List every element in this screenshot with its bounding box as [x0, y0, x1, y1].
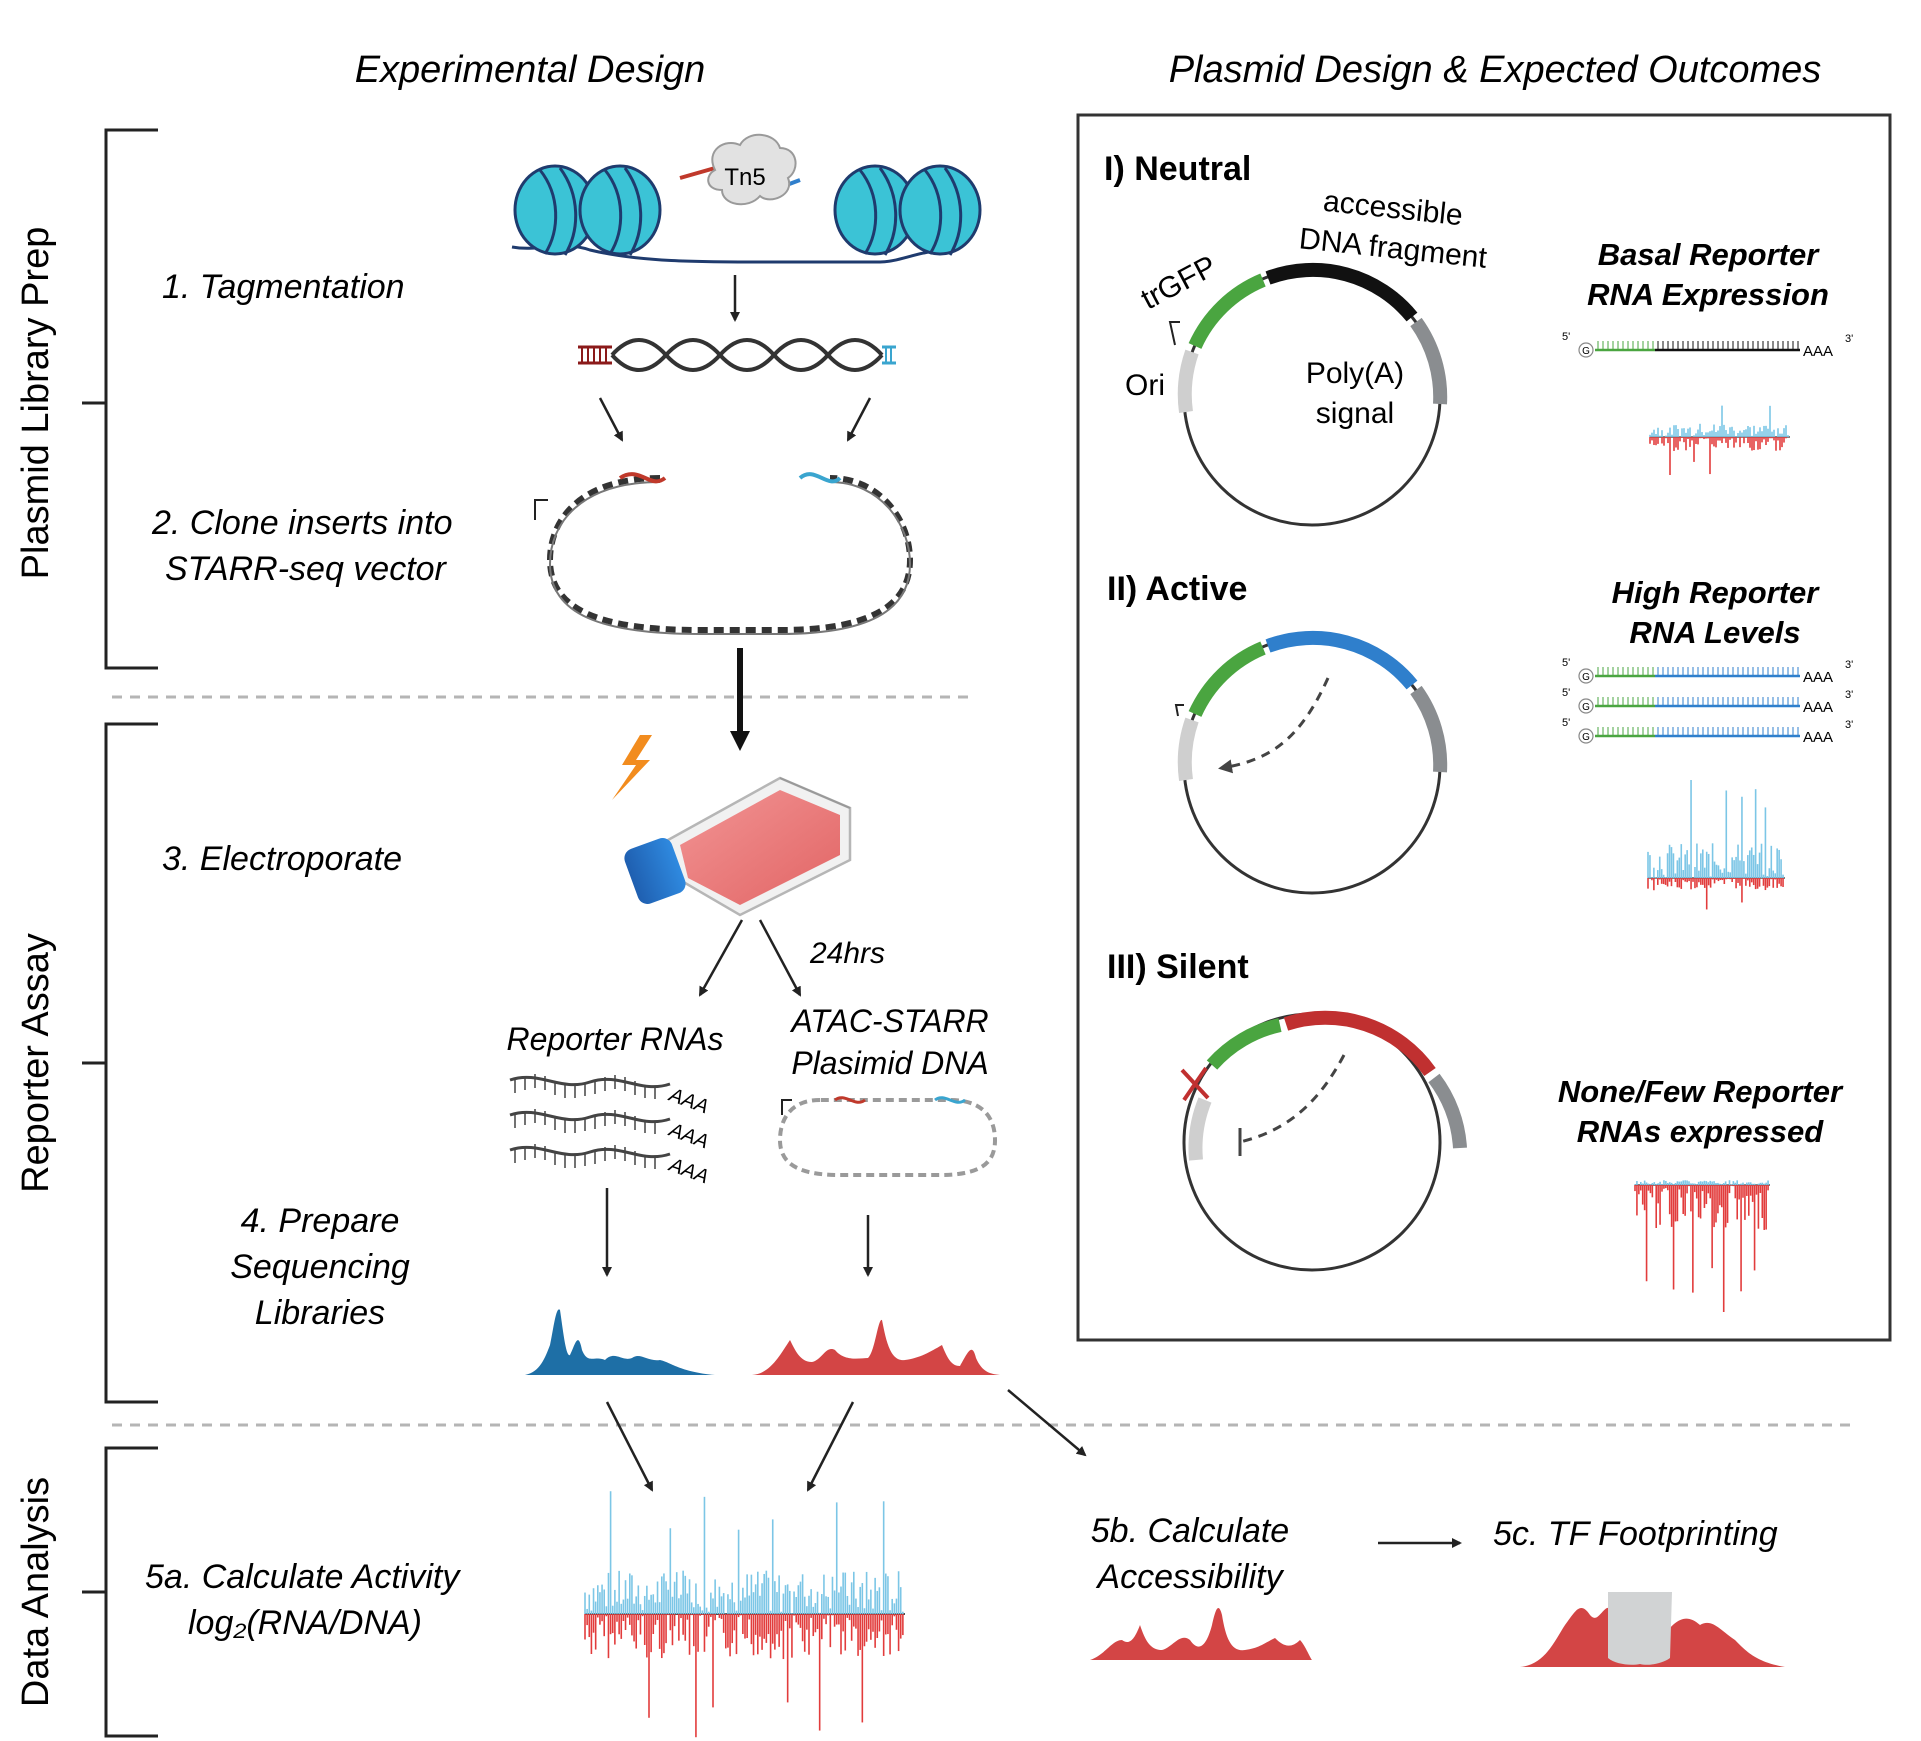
arrow-dna-to-5b	[1007, 1389, 1087, 1457]
tn5-enzyme: Tn5	[679, 133, 801, 206]
blocked-promoter-icon	[1180, 1066, 1210, 1102]
transcript-cap: G	[1582, 732, 1590, 743]
rna-polya-1: AAA	[665, 1084, 711, 1119]
transcript-3prime: 3'	[1845, 689, 1853, 701]
arrow-rna-to-5a	[605, 1401, 654, 1492]
step-2-label-line2: STARR-seq vector	[165, 550, 448, 588]
culture-flask	[624, 776, 852, 917]
outcome-silent-line1: None/Few Reporter	[1558, 1074, 1844, 1109]
arrow-to-rna	[698, 919, 744, 997]
reporter-rna-strands	[509, 1074, 671, 1169]
footprint-profile	[1520, 1605, 1785, 1667]
signal-track-silent	[1634, 1180, 1770, 1313]
outcome-active-line2: RNA Levels	[1629, 615, 1800, 650]
transcript-3prime: 3'	[1845, 333, 1853, 345]
label-ori: Ori	[1125, 369, 1165, 402]
step-5a-label-line1: 5a. Calculate Activity	[145, 1558, 461, 1596]
signal-track-active	[1647, 780, 1785, 910]
panel-active-title: II) Active	[1107, 570, 1247, 608]
signal-track-neutral	[1649, 405, 1790, 475]
transcript-cap: G	[1582, 672, 1590, 683]
transcript-5prime: 5'	[1562, 331, 1570, 343]
rna-polya-3: AAA	[665, 1154, 711, 1189]
starr-seq-vector	[534, 472, 914, 635]
transcript-cap: G	[1582, 702, 1590, 713]
lightning-bolt-icon	[612, 735, 652, 800]
header-experimental-design: Experimental Design	[355, 49, 706, 91]
panel-silent-title: III) Silent	[1107, 948, 1249, 986]
outcome-active-line1: High Reporter	[1612, 575, 1821, 610]
plasmid-silent	[1182, 1010, 1467, 1272]
section-bracket-prep	[82, 128, 158, 670]
step-4-label-line1: 4. Prepare	[241, 1202, 400, 1240]
transcript-cap: G	[1582, 346, 1590, 357]
footprint-occupied-region	[1608, 1592, 1672, 1665]
step-5a-label-line2: log₂(RNA/DNA)	[188, 1604, 422, 1642]
reporter-rnas-label: Reporter RNAs	[507, 1021, 724, 1057]
step-4-label-line3: Libraries	[255, 1294, 385, 1332]
atac-starr-label-line1: ATAC-STARR	[789, 1003, 988, 1039]
section-bracket-assay	[82, 722, 158, 1404]
transcript-polya: AAA	[1803, 699, 1833, 716]
outcome-neutral-line1: Basal Reporter	[1598, 237, 1820, 272]
outcome-silent-line2: RNAs expressed	[1577, 1114, 1824, 1149]
section-label-prep: Plasmid Library Prep	[15, 227, 57, 580]
panel-neutral-title: I) Neutral	[1104, 150, 1251, 188]
outcome-neutral-line2: RNA Expression	[1587, 277, 1829, 312]
transcript-polya: AAA	[1803, 343, 1833, 360]
plasmid-active	[1174, 630, 1448, 895]
step-5c-label: 5c. TF Footprinting	[1493, 1515, 1778, 1553]
dna-fragment	[578, 338, 896, 372]
label-polya-line2: signal	[1316, 397, 1394, 430]
activity-signal-track	[584, 1491, 905, 1738]
transcript-5prime: 5'	[1562, 687, 1570, 699]
arrow-to-dna	[758, 919, 802, 997]
transcript-3prime: 3'	[1845, 659, 1853, 671]
arrow-dna-to-5a	[806, 1401, 855, 1492]
transcript-polya: AAA	[1803, 669, 1833, 686]
atac-starr-label-line2: Plasimid DNA	[791, 1045, 988, 1081]
step-3-label: 3. Electroporate	[162, 840, 402, 878]
arrow-frag-right	[846, 397, 872, 442]
arrow-frag-left	[598, 397, 624, 442]
step-5b-label-line1: 5b. Calculate	[1091, 1512, 1289, 1550]
reporter-transcripts: 5' G AAA 3' 5' G AAA 3' 5' G AAA 3' 5' G AAA 3'	[1562, 331, 1853, 746]
accessibility-profile	[1090, 1608, 1312, 1660]
transcript-5prime: 5'	[1562, 717, 1570, 729]
step-2-label-line1: 2. Clone inserts into	[151, 504, 453, 542]
label-trgfp: trGFP	[1136, 249, 1222, 316]
atac-starr-plasmid	[777, 1096, 998, 1177]
transcript-polya: AAA	[1803, 729, 1833, 746]
tn5-label: Tn5	[724, 164, 765, 191]
step-1-label: 1. Tagmentation	[162, 268, 405, 306]
step-4-label-line2: Sequencing	[230, 1248, 410, 1286]
rna-library-profile	[525, 1309, 715, 1375]
header-plasmid-design: Plasmid Design & Expected Outcomes	[1169, 49, 1822, 91]
outcomes-panel	[1076, 113, 1892, 1342]
rna-polya-2: AAA	[665, 1119, 711, 1154]
dna-library-profile	[752, 1319, 1000, 1375]
nucleosome-chromatin	[511, 164, 982, 264]
step-5b-label-line2: Accessibility	[1095, 1558, 1284, 1596]
label-fragment-line1: accessible	[1322, 185, 1465, 232]
section-label-assay: Reporter Assay	[15, 933, 57, 1193]
label-polya-line1: Poly(A)	[1306, 357, 1404, 390]
time-label: 24hrs	[809, 937, 885, 970]
section-bracket-analysis	[82, 1446, 158, 1738]
transcript-3prime: 3'	[1845, 719, 1853, 731]
section-label-analysis: Data Analysis	[15, 1477, 57, 1707]
transcript-5prime: 5'	[1562, 657, 1570, 669]
plasmid-neutral	[1168, 262, 1448, 527]
